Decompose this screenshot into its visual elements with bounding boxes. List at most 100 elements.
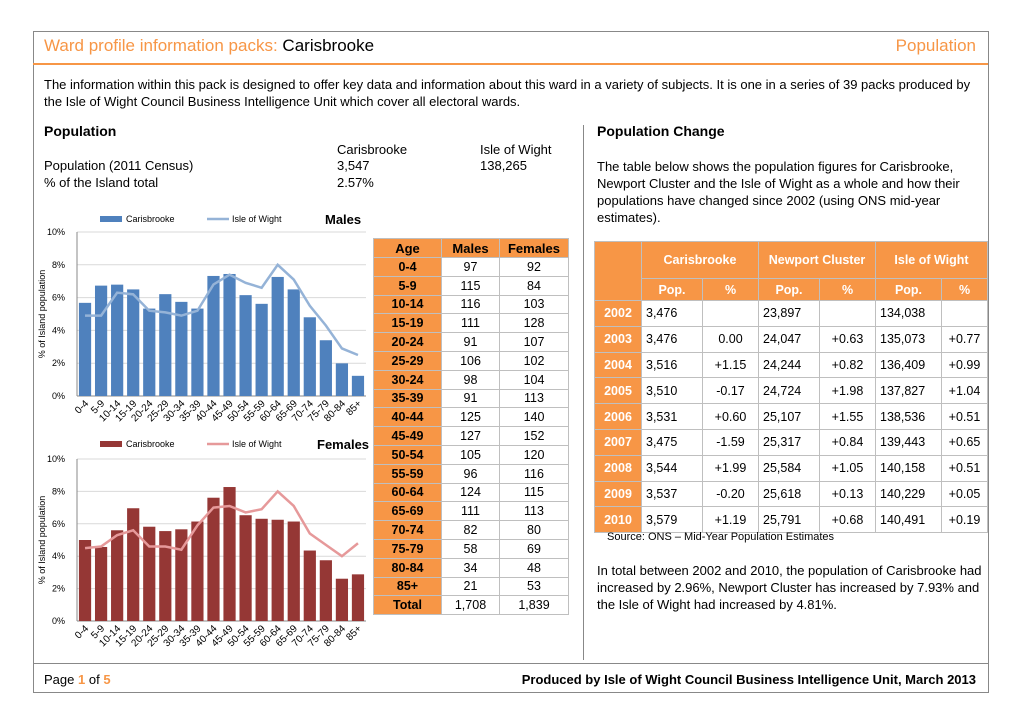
cell: 3,476: [641, 300, 703, 327]
row: 2005 3,510 -0.17 24,724 +1.98 137,827 +1.04: [594, 377, 988, 405]
cell: 115: [499, 482, 569, 503]
age-cell: 80-84: [373, 557, 442, 578]
row: 2003 3,476 0.00 24,047 +0.63 135,073 +0.77: [594, 325, 988, 353]
paragraph: In total between 2002 and 2010, the popu…: [597, 563, 982, 612]
bar: [255, 303, 268, 396]
group-header: Newport Cluster: [758, 241, 876, 279]
cell: [819, 300, 876, 327]
y-tick-label: 10%: [47, 454, 65, 464]
cell: -0.17: [702, 377, 759, 405]
bar: [94, 546, 108, 621]
y-tick-label: 6%: [52, 519, 65, 529]
age-cell: 75-79: [373, 538, 442, 559]
row: 40-44 125 140: [373, 407, 569, 428]
cell: +0.60: [702, 403, 759, 430]
cell: +1.15: [702, 351, 759, 379]
bar: [175, 529, 188, 621]
legend-label: Isle of Wight: [232, 214, 282, 224]
cell: +0.77: [941, 325, 988, 353]
cell: 21: [441, 576, 500, 597]
row: 10-14 116 103: [373, 294, 569, 315]
y-tick-label: 0%: [52, 391, 65, 401]
row: 60-64 124 115: [373, 482, 569, 503]
sub-header: Pop.: [758, 278, 820, 301]
column-header: Carisbrooke: [337, 142, 408, 157]
divider: [583, 125, 584, 660]
bar: [191, 521, 204, 621]
cell: 103: [499, 294, 569, 315]
y-tick-label: 4%: [52, 325, 65, 335]
cell: 25,584: [758, 454, 820, 482]
legend-swatch: [100, 441, 122, 447]
cell: 140: [499, 407, 569, 428]
footer-rule: [33, 663, 988, 664]
cell: 84: [499, 275, 569, 296]
cell: +1.55: [819, 403, 876, 430]
cell: +0.19: [941, 506, 988, 534]
y-tick-label: 2%: [52, 358, 65, 368]
cell: +0.68: [819, 506, 876, 534]
row: Total 1,708 1,839: [373, 595, 569, 616]
year-cell: 2006: [594, 403, 642, 430]
cell: +1.99: [702, 454, 759, 482]
age-cell: 0-4: [373, 257, 442, 277]
cell: 91: [441, 388, 500, 409]
y-tick-label: 4%: [52, 551, 65, 561]
row: 0-4 97 92: [373, 257, 569, 277]
bar: [78, 302, 92, 396]
y-axis-title: % of Island population: [37, 270, 47, 359]
cell: 124: [441, 482, 500, 503]
row: 35-39 91 113: [373, 388, 569, 409]
row: 70-74 82 80: [373, 520, 569, 540]
bar: [319, 340, 332, 396]
bar: [239, 295, 252, 396]
cell: 105: [441, 444, 500, 465]
cell: 3,537: [641, 480, 703, 508]
row: 80-84 34 48: [373, 557, 569, 578]
age-cell: 45-49: [373, 426, 442, 446]
cell: 1,839: [499, 595, 569, 616]
age-cell: 15-19: [373, 313, 442, 334]
age-cell: 40-44: [373, 407, 442, 428]
bar: [319, 560, 332, 621]
cell: 53: [499, 576, 569, 597]
cell: 134,038: [875, 300, 942, 327]
cell: 80: [499, 520, 569, 540]
bar: [143, 526, 156, 621]
bar: [351, 375, 365, 396]
stat-label: Population (2011 Census): [44, 158, 194, 173]
cell: 113: [499, 388, 569, 409]
bar: [207, 275, 220, 396]
bar: [303, 550, 316, 621]
population-change-table: Carisbrooke Newport Cluster Isle of Wight P…: [594, 241, 988, 534]
cell: 3,516: [641, 351, 703, 379]
row: 45-49 127 152: [373, 426, 569, 446]
bar: [255, 518, 268, 621]
y-tick-label: 2%: [52, 584, 65, 594]
y-tick-label: 8%: [52, 486, 65, 496]
row: 2004 3,516 +1.15 24,244 +0.82 136,409 +0.99: [594, 351, 988, 379]
cell: 82: [441, 520, 500, 540]
sub-header: %: [941, 278, 988, 301]
bar: [127, 508, 140, 621]
title-prefix: Ward profile information packs:: [44, 36, 278, 55]
page-word: Page: [44, 672, 75, 687]
cell: 23,897: [758, 300, 820, 327]
cell: 91: [441, 332, 500, 352]
cell: +1.04: [941, 377, 988, 405]
stat-value: 138,265: [480, 158, 527, 173]
bar: [271, 519, 284, 621]
age-table: Age Males Females 0-4 97 92 5-9 115 84 10-14 116 10…: [373, 238, 569, 616]
chart-title: Females: [317, 437, 369, 452]
page-total: 5: [103, 672, 111, 687]
bar: [287, 521, 300, 621]
page-number: 1: [78, 672, 86, 687]
year-cell: 2009: [594, 480, 642, 508]
bar: [239, 515, 252, 621]
bar: [335, 578, 349, 621]
cell: 98: [441, 369, 500, 390]
row: 2008 3,544 +1.99 25,584 +1.05 140,158 +0.51: [594, 454, 988, 482]
footer-page: Page 1 of 5: [44, 671, 111, 688]
cell: 25,618: [758, 480, 820, 508]
